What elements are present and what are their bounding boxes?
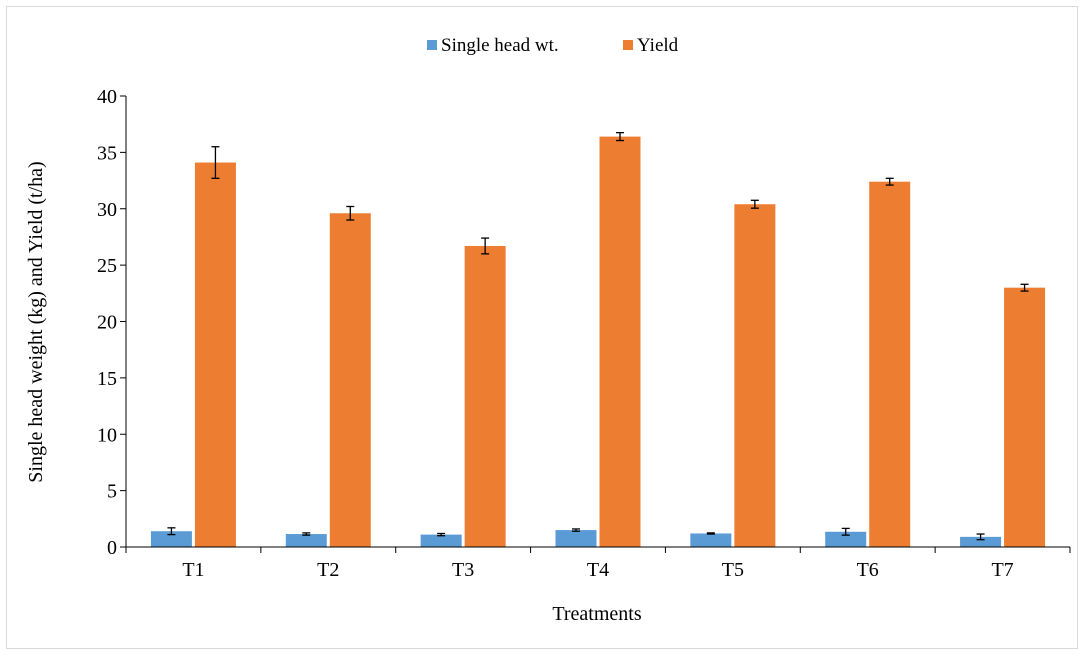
legend-label-yield: Yield xyxy=(637,35,679,56)
bar-yield xyxy=(869,181,911,547)
x-tick-label: T1 xyxy=(182,559,204,581)
bar-yield xyxy=(734,204,776,548)
bar-single-head-wt xyxy=(555,530,597,547)
y-tick-label: 40 xyxy=(97,86,117,108)
x-tick-label: T2 xyxy=(317,559,339,581)
bar-yield xyxy=(329,213,371,547)
y-tick-label: 30 xyxy=(97,199,117,221)
bar-single-head-wt xyxy=(285,534,327,547)
legend-swatch-single-head-wt xyxy=(427,40,437,50)
x-tick-label: T4 xyxy=(587,559,609,581)
y-tick-label: 15 xyxy=(97,368,117,390)
bar-yield xyxy=(1004,287,1046,547)
legend-swatch-yield xyxy=(623,40,633,50)
legend-label-single-head-wt: Single head wt. xyxy=(441,35,559,56)
y-tick-label: 5 xyxy=(107,481,117,503)
x-axis-title: Treatments xyxy=(552,603,641,625)
bar-single-head-wt xyxy=(150,531,192,547)
bar-single-head-wt xyxy=(825,531,867,547)
bar-yield xyxy=(194,162,236,547)
y-tick-label: 35 xyxy=(97,142,117,164)
x-tick-label: T5 xyxy=(722,559,744,581)
x-axis: T1 T2 T3 T4 T5 T6 T7 xyxy=(125,546,1071,581)
y-tick-label: 10 xyxy=(97,424,117,446)
bars xyxy=(150,136,1046,548)
legend: Single head wt. Yield xyxy=(427,35,679,56)
bar-single-head-wt xyxy=(420,534,462,547)
y-axis: 0 5 10 15 20 25 30 35 40 xyxy=(97,86,127,559)
x-tick-label: T7 xyxy=(991,559,1013,581)
y-tick-label: 0 xyxy=(107,537,117,559)
bar-single-head-wt xyxy=(960,536,1002,547)
x-tick-label: T6 xyxy=(857,559,879,581)
bar-single-head-wt xyxy=(690,533,732,547)
y-tick-label: 20 xyxy=(97,312,117,334)
bar-yield xyxy=(464,245,506,547)
bar-yield xyxy=(599,136,641,547)
error-bars xyxy=(167,131,1029,541)
y-axis-title: Single head weight (kg) and Yield (t/ha) xyxy=(25,161,47,482)
x-tick-label: T3 xyxy=(452,559,474,581)
y-tick-label: 25 xyxy=(97,255,117,277)
